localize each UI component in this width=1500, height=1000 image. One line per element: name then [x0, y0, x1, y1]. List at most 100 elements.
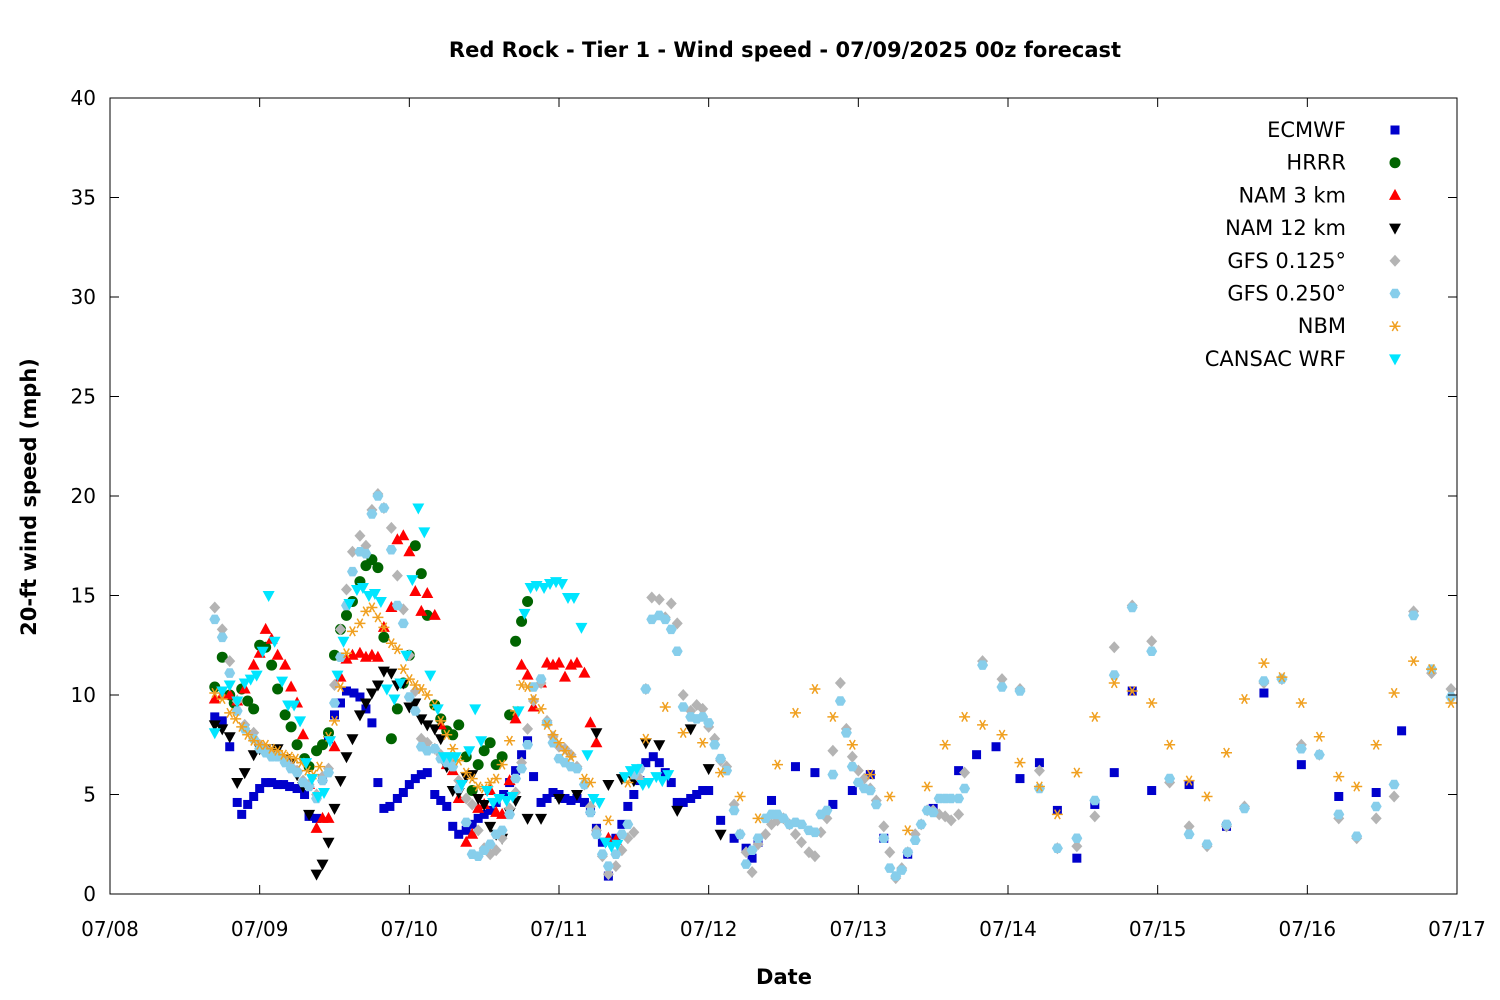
data-point [570, 790, 583, 801]
data-point [796, 819, 807, 830]
data-point [210, 712, 220, 722]
data-point [428, 608, 441, 620]
x-tick-label: 07/15 [1129, 917, 1187, 941]
data-point [1109, 768, 1119, 778]
data-point [1164, 773, 1176, 784]
data-point [391, 569, 403, 582]
data-point [1146, 635, 1158, 648]
data-point [599, 837, 612, 849]
data-point [385, 801, 395, 811]
data-point [827, 744, 839, 757]
data-point [467, 819, 477, 829]
data-point [584, 716, 597, 728]
data-point [398, 788, 408, 798]
data-point [559, 742, 571, 755]
data-point [1201, 791, 1213, 802]
legend-marker [1389, 288, 1401, 299]
data-point [496, 751, 508, 763]
data-point [734, 829, 746, 840]
data-point [435, 715, 447, 727]
data-point [232, 797, 242, 807]
data-point [209, 601, 221, 614]
data-point [406, 575, 419, 587]
data-point [677, 689, 689, 701]
data-point [208, 728, 221, 740]
data-point [354, 529, 366, 542]
y-tick-label: 25 [71, 385, 96, 409]
data-point [972, 750, 982, 760]
legend-label: NAM 3 km [1238, 183, 1346, 207]
data-point [1445, 697, 1457, 709]
data-point [297, 728, 310, 740]
data-point [909, 835, 921, 845]
data-point [391, 703, 403, 715]
data-point [421, 689, 433, 701]
data-point [1183, 829, 1195, 840]
data-point [538, 583, 551, 595]
data-point [560, 793, 570, 803]
data-point [810, 768, 820, 778]
data-point [602, 815, 614, 826]
data-point [273, 780, 283, 790]
data-point [409, 706, 421, 716]
data-point [306, 774, 319, 786]
data-point [991, 742, 1001, 752]
data-point [671, 805, 684, 817]
data-point [322, 811, 335, 823]
data-point [322, 837, 335, 849]
data-point [372, 612, 384, 623]
data-point [1258, 676, 1270, 686]
data-point [704, 786, 714, 796]
data-point [1052, 805, 1062, 815]
data-point [677, 727, 689, 738]
data-point [337, 636, 350, 648]
data-point [1201, 839, 1213, 849]
series-nbm [209, 602, 1457, 836]
data-point [317, 739, 329, 751]
data-point [490, 759, 502, 771]
data-point [1426, 663, 1438, 675]
data-point [371, 680, 384, 692]
data-point [618, 772, 631, 784]
data-point [403, 702, 416, 714]
data-point [1183, 775, 1195, 786]
data-point [334, 681, 346, 693]
data-point [378, 631, 390, 643]
data-point [939, 739, 951, 750]
data-point [1126, 602, 1138, 613]
data-point [522, 681, 534, 693]
data-point [1296, 760, 1306, 770]
data-point [428, 724, 441, 736]
data-point [391, 533, 404, 545]
plot-frame [109, 97, 1458, 895]
data-point [372, 562, 384, 574]
x-axis-label: Date [756, 965, 812, 989]
data-point [385, 638, 397, 649]
data-point [340, 648, 352, 659]
data-point [340, 752, 353, 764]
series-cansac-wrf [208, 503, 675, 853]
data-point [653, 593, 665, 606]
data-point [953, 808, 965, 821]
data-point [602, 861, 614, 871]
data-point [410, 774, 420, 784]
data-point [271, 648, 284, 660]
data-point [366, 602, 378, 613]
data-point [346, 545, 358, 558]
data-point [672, 797, 682, 807]
data-point [366, 509, 378, 519]
data-point [977, 719, 989, 730]
data-point [506, 791, 519, 803]
data-point [641, 758, 651, 768]
data-point [404, 780, 414, 790]
data-point [346, 626, 358, 637]
data-point [312, 813, 322, 823]
data-point [284, 751, 296, 762]
x-tick-label: 07/09 [231, 917, 289, 941]
data-point [517, 750, 527, 760]
data-point [547, 729, 559, 740]
data-point [354, 618, 366, 629]
data-point [231, 778, 244, 790]
data-point [469, 704, 482, 716]
data-point [678, 797, 688, 807]
